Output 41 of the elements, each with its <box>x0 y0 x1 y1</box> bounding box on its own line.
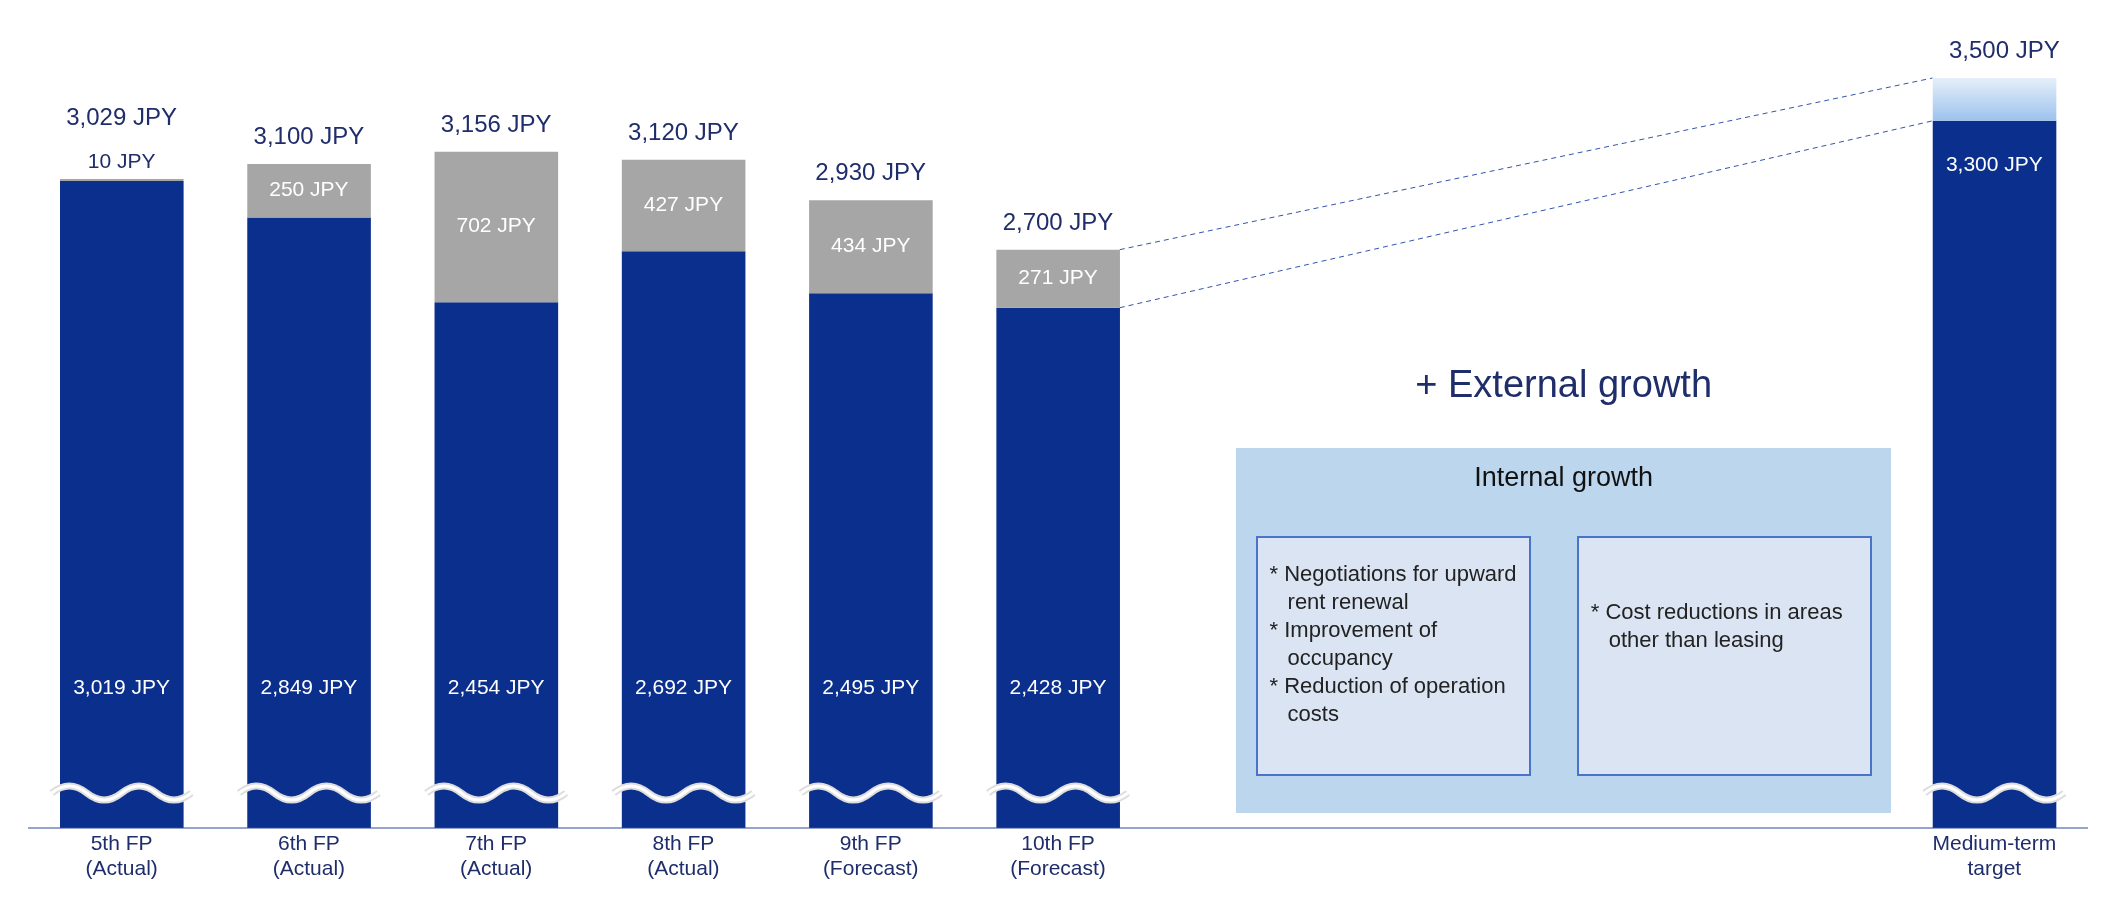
data-label: 2,454 JPY <box>447 674 545 698</box>
data-label: 2,428 JPY <box>1009 674 1107 698</box>
annotation: * Negotiations for upward rent renewal * Improvement of occupancy * Reduction of operation costs <box>1269 560 1517 728</box>
x-tick-label: 6th FP (Actual) <box>272 831 346 879</box>
x-tick-label: 9th FP (Forecast) <box>822 831 919 879</box>
total-label: 2,930 JPY <box>815 158 927 186</box>
data-label: 434 JPY <box>831 233 911 257</box>
data-label: 2,495 JPY <box>822 674 920 698</box>
annotation: * Cost reductions in areas other than leasing <box>1590 598 1844 654</box>
annotation: Internal growth <box>1473 462 1654 493</box>
bar <box>621 159 746 252</box>
data-label: 271 JPY <box>1018 265 1098 289</box>
data-label: 3,019 JPY <box>73 674 171 698</box>
data-label: 2,849 JPY <box>260 674 358 698</box>
total-label: 3,100 JPY <box>253 121 365 149</box>
x-tick-label: 5th FP (Actual) <box>85 831 158 879</box>
annotation: + External growth <box>1414 363 1713 406</box>
data-label: 427 JPY <box>643 191 724 215</box>
data-label: 250 JPY <box>269 177 349 201</box>
bar <box>1932 78 2057 121</box>
bar <box>60 178 184 182</box>
info-panel: Internal growth * Negotiations for upward rent renewal * Improvement of occupancy * Reduction of operation costs * Cost reductions in areas other than leasing <box>1235 448 1892 813</box>
bar <box>434 151 559 303</box>
total-label: 2,700 JPY <box>1002 207 1114 235</box>
data-label: 3,300 JPY <box>1945 152 2043 176</box>
text-box: * Negotiations for upward rent renewal * Improvement of occupancy * Reduction of operation costs <box>1255 536 1531 776</box>
x-tick-label: 7th FP (Actual) <box>460 831 533 879</box>
data-label: 2,692 JPY <box>635 674 732 698</box>
total-label: 3,120 JPY <box>628 117 739 145</box>
bar <box>996 249 1120 308</box>
data-label: 702 JPY <box>456 213 536 237</box>
x-tick-label: 10th FP (Forecast) <box>1010 831 1106 879</box>
x-tick-label: Medium-term target <box>1932 831 2057 879</box>
total-label: 3,029 JPY <box>66 102 178 130</box>
bar <box>809 200 933 294</box>
total-label: 3,500 JPY <box>1948 36 2060 63</box>
data-label: 10 JPY <box>87 149 156 173</box>
text-box: * Cost reductions in areas other than leasing <box>1576 536 1872 776</box>
bar <box>247 163 371 218</box>
total-label: 3,156 JPY <box>440 109 552 137</box>
x-tick-label: 8th FP (Actual) <box>647 831 720 879</box>
